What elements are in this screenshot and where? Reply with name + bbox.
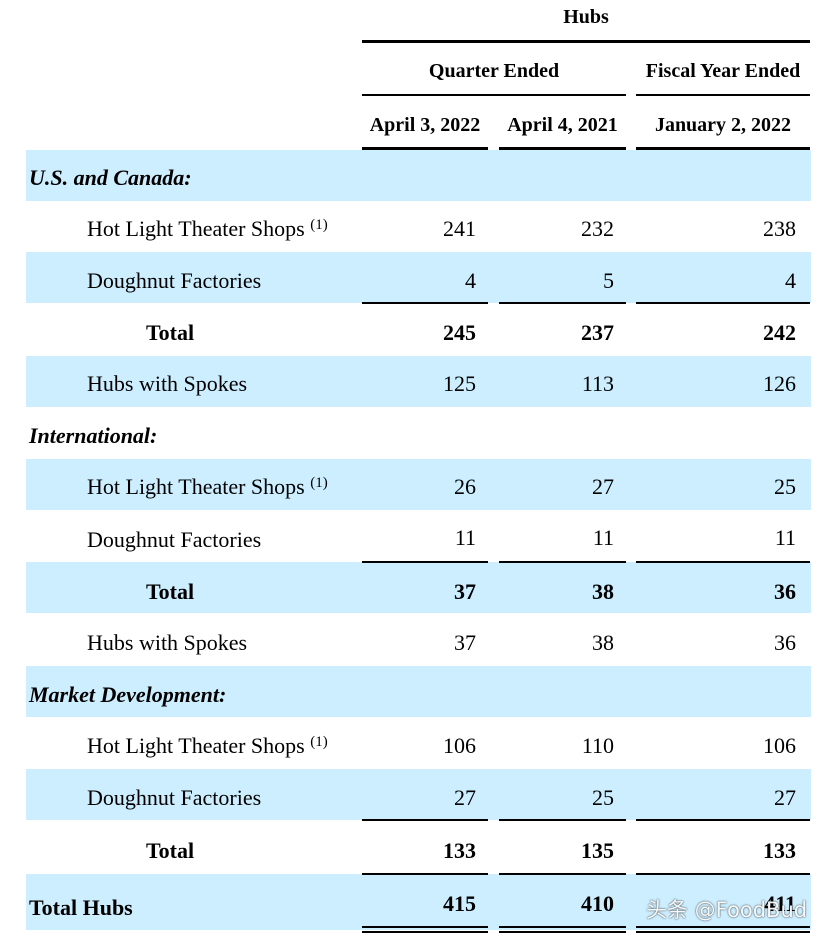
row-band: [26, 356, 811, 407]
row-band: [26, 459, 811, 510]
row-label: Hot Light Theater Shops (1): [87, 474, 328, 500]
header-rule-top: [362, 40, 810, 43]
grand-total-value: 411: [764, 891, 796, 916]
double-underline: [499, 931, 626, 933]
cell-value: 106: [763, 733, 796, 758]
subtotal-rule: [636, 819, 810, 821]
cell-value: 25: [592, 785, 614, 810]
cell-value: 242: [763, 320, 796, 345]
watermark: 头条 @FoodBud: [646, 898, 808, 922]
row-label: Doughnut Factories: [87, 785, 262, 810]
quarter-ended-header: Quarter Ended: [428, 60, 560, 82]
subtotal-rule: [362, 302, 488, 304]
column-header-april-4-2021: April 4, 2021: [507, 114, 618, 136]
row-band: [26, 562, 811, 613]
subtotal-rule: [636, 302, 810, 304]
subtotal-rule: [636, 561, 810, 563]
row-band: [26, 769, 811, 820]
grand-total-top-rule: [362, 873, 488, 875]
cell-value: 133: [443, 838, 476, 863]
grand-total-top-rule: [499, 873, 626, 875]
section-title-us-canada: U.S. and Canada:: [29, 165, 192, 190]
cell-value: 106: [443, 733, 476, 758]
cell-value: 113: [581, 371, 614, 396]
cell-value: 4: [785, 268, 796, 293]
grand-total-top-rule: [636, 873, 810, 875]
row-band: [26, 874, 811, 930]
cell-value: 36: [774, 630, 796, 655]
cell-value: 38: [592, 630, 614, 655]
footnote-marker: (1): [310, 734, 328, 750]
cell-value: 238: [763, 216, 796, 241]
cell-value: 37: [454, 579, 476, 604]
subtotal-rule: [499, 302, 626, 304]
grand-total-value: 410: [581, 891, 614, 916]
cell-value: 11: [774, 525, 796, 550]
row-band: [26, 150, 811, 201]
double-underline: [362, 926, 488, 928]
cell-value: 27: [774, 785, 796, 810]
fiscal-year-rule: [636, 94, 810, 96]
cell-value: 237: [581, 320, 614, 345]
col1-header-rule: [362, 147, 488, 150]
cell-value: 37: [454, 630, 476, 655]
row-label: Doughnut Factories: [87, 527, 262, 552]
cell-value: 11: [454, 525, 476, 550]
row-label: Hot Light Theater Shops (1): [87, 216, 328, 242]
double-underline: [636, 926, 810, 928]
subtotal-rule: [362, 561, 488, 563]
row-label: Hot Light Theater Shops (1): [87, 733, 328, 759]
cell-value: 25: [774, 474, 796, 499]
cell-value: 245: [443, 320, 476, 345]
double-underline: [362, 931, 488, 933]
table-title: Hubs: [563, 6, 609, 28]
cell-value: 126: [763, 371, 796, 396]
fiscal-year-ended-header: Fiscal Year Ended: [645, 60, 801, 82]
double-underline: [499, 926, 626, 928]
row-label-text: Hot Light Theater Shops: [87, 733, 305, 758]
cell-value: 38: [592, 579, 614, 604]
double-underline: [636, 931, 810, 933]
cell-value: 241: [443, 216, 476, 241]
row-label-text: Hot Light Theater Shops: [87, 474, 305, 499]
section-title-market-development: Market Development:: [29, 682, 227, 707]
column-header-january-2-2022: January 2, 2022: [654, 114, 792, 136]
grand-total-label: Total Hubs: [29, 895, 133, 920]
row-label: Hubs with Spokes: [87, 630, 248, 655]
subtotal-rule: [362, 819, 488, 821]
footnote-marker: (1): [310, 217, 328, 233]
cell-value: 36: [774, 579, 796, 604]
grand-total-value: 415: [443, 891, 476, 916]
section-title-international: International:: [29, 423, 158, 448]
footnote-marker: (1): [310, 475, 328, 491]
row-band: [26, 666, 811, 717]
cell-value: 232: [581, 216, 614, 241]
total-label: Total: [146, 579, 195, 604]
cell-value: 27: [592, 474, 614, 499]
subtotal-rule: [499, 561, 626, 563]
total-label: Total: [146, 320, 195, 345]
cell-value: 4: [465, 268, 476, 293]
quarter-ended-rule: [362, 94, 626, 96]
total-label: Total: [146, 838, 195, 863]
subtotal-rule: [499, 819, 626, 821]
cell-value: 26: [454, 474, 476, 499]
cell-value: 110: [581, 733, 614, 758]
column-header-april-3-2022: April 3, 2022: [369, 114, 481, 136]
cell-value: 5: [603, 268, 614, 293]
row-band: [26, 252, 811, 303]
cell-value: 125: [443, 371, 476, 396]
col2-header-rule: [499, 147, 626, 150]
cell-value: 27: [454, 785, 476, 810]
row-label: Hubs with Spokes: [87, 371, 248, 396]
row-label-text: Hot Light Theater Shops: [87, 216, 305, 241]
col3-header-rule: [636, 147, 810, 150]
cell-value: 135: [581, 838, 614, 863]
cell-value: 133: [763, 838, 796, 863]
row-label: Doughnut Factories: [87, 268, 262, 293]
cell-value: 11: [592, 525, 614, 550]
